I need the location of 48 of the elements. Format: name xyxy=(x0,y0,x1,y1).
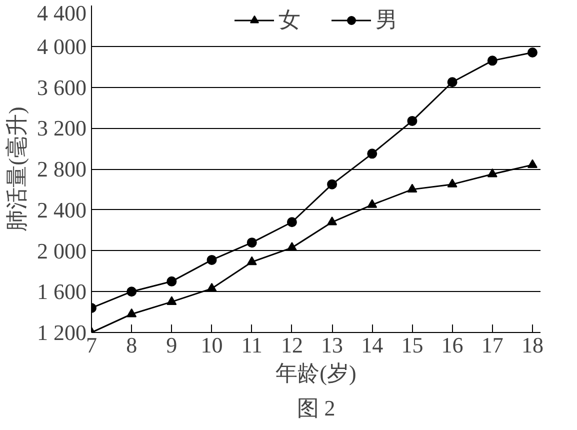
point xyxy=(487,56,498,66)
x-tick-label: 10 xyxy=(200,332,223,358)
y-tick-label: 2 400 xyxy=(37,197,86,222)
point xyxy=(206,254,217,265)
point xyxy=(447,77,458,88)
x-tick-label: 7 xyxy=(86,332,97,358)
point xyxy=(126,308,137,318)
point xyxy=(166,276,177,286)
point xyxy=(527,159,538,168)
x-tick-label: 15 xyxy=(401,332,424,358)
x-tick-label: 18 xyxy=(521,332,544,358)
y-tick-label: 4 400 xyxy=(37,0,86,26)
x-tick-label: 17 xyxy=(481,332,504,358)
x-tick-label: 14 xyxy=(361,332,384,358)
x-axis-title: 年龄(岁) xyxy=(276,360,356,386)
x-tick-label: 12 xyxy=(280,332,303,358)
point xyxy=(166,296,177,305)
x-tick-label: 9 xyxy=(166,332,178,358)
x-tick-label: 13 xyxy=(321,332,344,358)
caption: 图 2 xyxy=(296,396,336,420)
y-tick-label: 1 600 xyxy=(37,279,86,304)
x-tick-label: 16 xyxy=(441,332,464,358)
point xyxy=(286,217,297,228)
point xyxy=(447,178,458,188)
x-tick-label: 11 xyxy=(241,332,262,358)
point xyxy=(407,116,418,126)
y-axis-title: 肺活量(毫升) xyxy=(4,106,29,232)
x-tick-label: 8 xyxy=(126,332,138,358)
point xyxy=(487,168,498,178)
y-tick-label: 4 000 xyxy=(37,34,86,59)
y-tick-label: 1 200 xyxy=(37,320,86,345)
y-tick-label: 3 200 xyxy=(37,116,86,141)
y-tick-label: 2 000 xyxy=(37,238,86,264)
legend-label: 女 xyxy=(278,6,300,34)
point xyxy=(367,148,378,159)
point xyxy=(286,242,297,251)
point xyxy=(246,238,257,248)
point xyxy=(206,282,217,292)
y-tick-label: 2 800 xyxy=(37,156,86,182)
point xyxy=(527,48,538,58)
y-tick-label: 3 600 xyxy=(37,74,86,100)
point xyxy=(126,286,137,297)
point xyxy=(246,256,257,266)
legend-label: 男 xyxy=(376,6,398,34)
point xyxy=(407,184,418,193)
point xyxy=(327,216,338,226)
point xyxy=(367,199,378,208)
point xyxy=(327,179,338,190)
